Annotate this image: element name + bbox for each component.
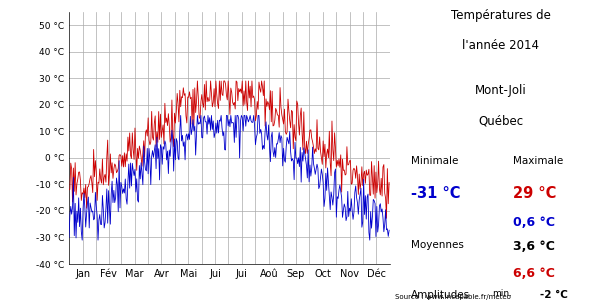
Text: -2 °C: -2 °C [540,290,568,299]
Text: Québec: Québec [478,114,524,127]
Text: Amplitudes: Amplitudes [411,290,470,299]
Text: Moyennes: Moyennes [411,240,464,250]
Text: min.: min. [492,290,512,298]
Text: Mont-Joli: Mont-Joli [475,84,527,97]
Text: 6,6 °C: 6,6 °C [513,267,555,280]
Text: Minimale: Minimale [411,156,458,166]
Text: Températures de: Températures de [451,9,551,22]
Text: 0,6 °C: 0,6 °C [513,216,555,229]
Text: l'année 2014: l'année 2014 [463,39,539,52]
Text: 3,6 °C: 3,6 °C [513,240,555,253]
Text: Source : www.incapable.fr/meteo: Source : www.incapable.fr/meteo [395,294,511,300]
Text: -31 °C: -31 °C [411,186,461,201]
Text: Maximale: Maximale [513,156,563,166]
Text: 29 °C: 29 °C [513,186,556,201]
